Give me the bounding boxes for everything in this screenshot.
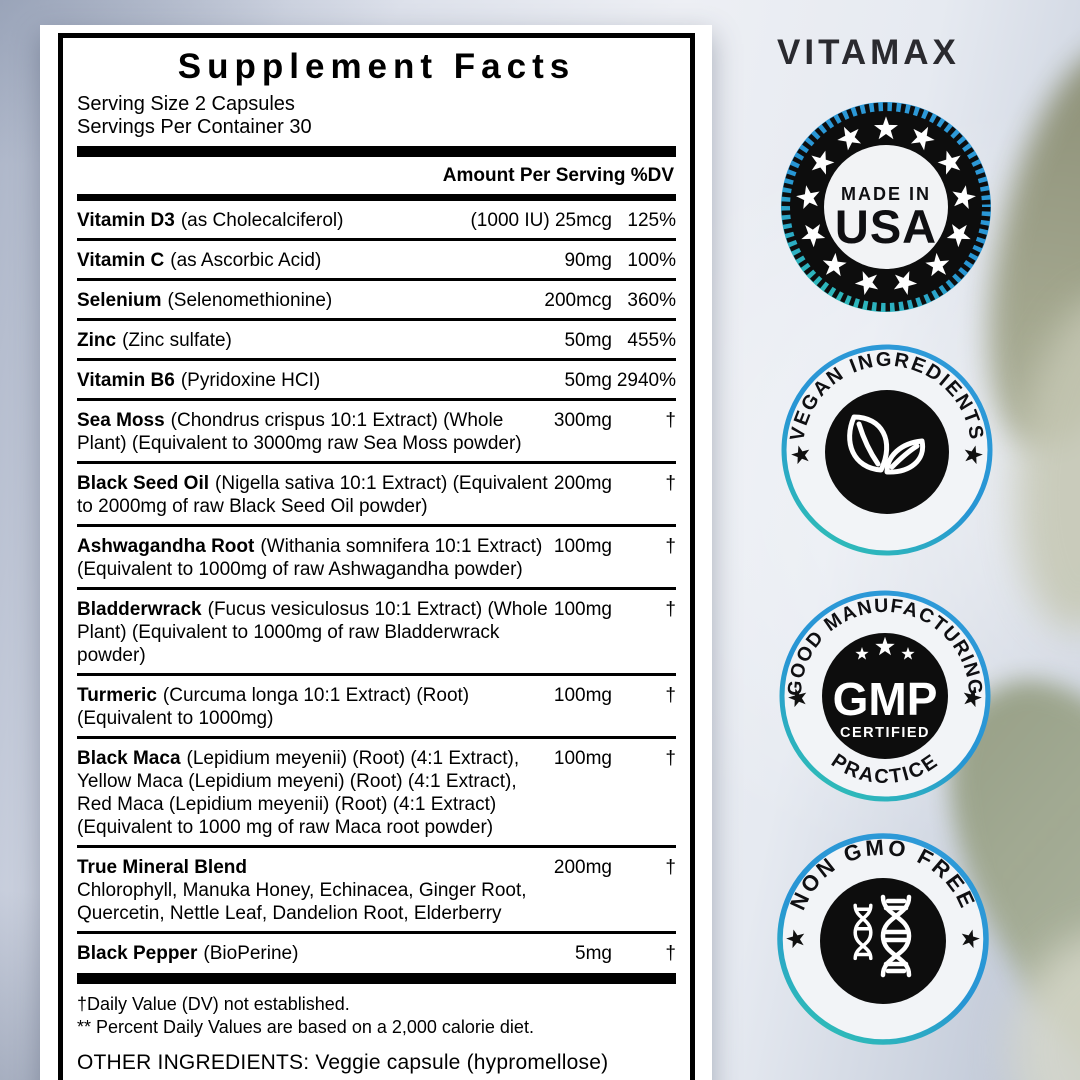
- ingredient-dv: †: [665, 473, 676, 494]
- ingredient-amount: 100mg: [553, 536, 612, 557]
- ingredient-name: True Mineral Blend: [77, 857, 247, 878]
- ingredient-name: Ashwagandha Root: [77, 536, 255, 557]
- ingredient-amount: 50mg: [564, 330, 612, 351]
- table-row: Bladderwrack (Fucus vesiculosus 10:1 Extr…: [77, 590, 676, 676]
- ingredient-name: Zinc: [77, 330, 117, 351]
- vegan-ingredients-badge: VEGAN INGREDIENTS: [781, 344, 993, 556]
- ingredient-desc: (as Cholecalciferol): [180, 210, 344, 231]
- ingredient-name: Selenium: [77, 290, 162, 311]
- dv-footnote: †Daily Value (DV) not established.: [77, 994, 350, 1014]
- table-row: Selenium (Selenomethionine) 200mcg 360%: [77, 281, 676, 321]
- ingredient-amount: 200mg: [553, 857, 612, 878]
- usa-text: USA: [835, 200, 937, 253]
- table-row: Vitamin D3 (as Cholecalciferol) (1000 IU)…: [77, 201, 676, 241]
- ingredient-name: Turmeric: [77, 685, 157, 706]
- ingredient-dv: 2940%: [616, 370, 676, 391]
- table-row: True Mineral Blend Chlorophyll, Manuka Ho…: [77, 848, 676, 934]
- ingredient-desc: (Lepidium meyenii) (Root) (4:1 Extract),…: [77, 748, 520, 838]
- table-row: Ashwagandha Root (Withania somnifera 10:1…: [77, 527, 676, 590]
- ingredient-dv: †: [665, 748, 676, 769]
- ingredient-desc: (Withania somnifera 10:1 Extract) (Equiv…: [77, 536, 543, 580]
- ingredient-dv: †: [665, 599, 676, 620]
- ingredient-amount: 90mg: [564, 250, 612, 271]
- ingredient-amount: 5mg: [575, 943, 612, 964]
- ingredient-desc: (Pyridoxine HCI): [180, 370, 321, 391]
- divider-bar: [77, 146, 676, 157]
- ingredient-desc: (Zinc sulfate): [122, 330, 232, 351]
- ingredient-amount: (1000 IU) 25mcg: [470, 210, 612, 231]
- percent-footnote: ** Percent Daily Values are based on a 2…: [77, 1017, 534, 1037]
- supplement-facts-panel: Supplement Facts Serving Size 2 Capsules…: [40, 25, 712, 1080]
- gmp-certified-badge: GOOD MANUFACTURING PRACTICE GMP CERTIFIE…: [779, 590, 991, 802]
- supplement-facts-box: Supplement Facts Serving Size 2 Capsules…: [58, 33, 695, 1080]
- table-row: Zinc (Zinc sulfate) 50mg 455%: [77, 321, 676, 361]
- leaf-icon: [847, 414, 926, 475]
- table-row: Turmeric (Curcuma longa 10:1 Extract) (Ro…: [77, 676, 676, 739]
- ingredient-name: Vitamin C: [77, 250, 165, 271]
- dna-icon: [853, 894, 912, 978]
- ingredient-name: Black Maca: [77, 748, 181, 769]
- brand-logo: VITAMAX: [777, 33, 960, 72]
- ingredient-desc: (BioPerine): [203, 943, 299, 964]
- ingredient-dv: 360%: [627, 290, 676, 311]
- ingredient-amount: 200mg: [553, 473, 612, 494]
- footnotes: †Daily Value (DV) not established. ** Pe…: [77, 993, 676, 1039]
- ingredient-amount: 50mg: [564, 370, 612, 391]
- gmp-text: GMP: [833, 673, 938, 725]
- ingredient-dv: †: [665, 685, 676, 706]
- ingredient-desc: (Fucus vesiculosus 10:1 Extract) (Whole …: [77, 599, 548, 666]
- ingredient-desc: Chlorophyll, Manuka Honey, Echinacea, Gi…: [77, 880, 527, 924]
- table-row: Vitamin C (as Ascorbic Acid) 90mg 100%: [77, 241, 676, 281]
- table-row: Vitamin B6 (Pyridoxine HCI) 50mg 2940%: [77, 361, 676, 401]
- divider-bar: [77, 973, 676, 984]
- column-header: Amount Per Serving %DV: [442, 165, 674, 186]
- divider-bar: [77, 194, 676, 201]
- ingredient-amount: 300mg: [553, 410, 612, 431]
- ingredient-name: Black Seed Oil: [77, 473, 210, 494]
- ingredient-desc: (Curcuma longa 10:1 Extract) (Root) (Equ…: [77, 685, 470, 729]
- ingredient-dv: †: [665, 536, 676, 557]
- ingredient-amount: 100mg: [553, 599, 612, 620]
- ingredient-amount: 100mg: [553, 685, 612, 706]
- ingredient-amount: 100mg: [553, 748, 612, 769]
- ingredient-desc: (Nigella sativa 10:1 Extract) (Equivalen…: [77, 473, 548, 517]
- ingredient-dv: †: [665, 857, 676, 878]
- made-in-text: MADE IN: [841, 184, 931, 204]
- ingredient-amount: 200mcg: [544, 290, 612, 311]
- table-row: Black Pepper (BioPerine) 5mg †: [77, 934, 676, 971]
- table-row: Sea Moss (Chondrus crispus 10:1 Extract) …: [77, 401, 676, 464]
- ingredient-name: Black Pepper: [77, 943, 198, 964]
- ingredient-dv: 125%: [627, 210, 676, 231]
- table-row: Black Seed Oil (Nigella sativa 10:1 Extra…: [77, 464, 676, 527]
- table-row: Black Maca (Lepidium meyenii) (Root) (4:1…: [77, 739, 676, 848]
- non-gmo-free-badge: NON GMO FREE: [777, 833, 989, 1045]
- serving-size: Serving Size 2 Capsules: [77, 93, 295, 115]
- ingredient-desc: (Chondrus crispus 10:1 Extract) (Whole P…: [77, 410, 522, 454]
- certified-text: CERTIFIED: [840, 725, 930, 741]
- ingredient-name: Sea Moss: [77, 410, 165, 431]
- ingredient-dv: 455%: [627, 330, 676, 351]
- ingredient-dv: †: [665, 943, 676, 964]
- ingredient-dv: †: [665, 410, 676, 431]
- ingredient-name: Bladderwrack: [77, 599, 202, 620]
- ingredient-name: Vitamin B6: [77, 370, 175, 391]
- made-in-usa-badge: MADE IN USA: [781, 102, 991, 312]
- ingredient-desc: (Selenomethionine): [167, 290, 333, 311]
- ingredient-name: Vitamin D3: [77, 210, 175, 231]
- other-ingredients: OTHER INGREDIENTS: Veggie capsule (hypro…: [77, 1051, 609, 1074]
- ingredient-dv: 100%: [627, 250, 676, 271]
- panel-title: Supplement Facts: [177, 47, 576, 86]
- servings-per-container: Servings Per Container 30: [77, 116, 312, 138]
- ingredient-desc: (as Ascorbic Acid): [170, 250, 322, 271]
